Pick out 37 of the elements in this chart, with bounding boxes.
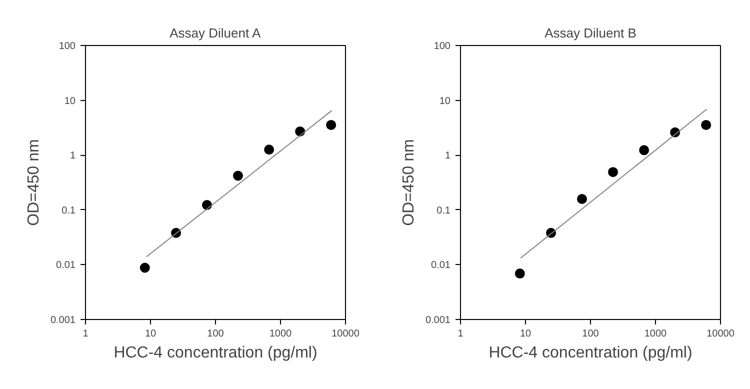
y-tick-label: 10 (439, 96, 451, 107)
point (577, 194, 587, 204)
point (233, 170, 244, 181)
point (140, 262, 150, 273)
y-tick-label: 0.01 (431, 260, 451, 272)
y-tick-label: 10 (64, 96, 76, 107)
chart-title: Assay Diluent A (170, 26, 261, 40)
x-tick-label: 10 (144, 328, 156, 340)
point (701, 120, 712, 130)
x-tick-label: 100 (582, 328, 600, 340)
x-axis-title: HCC-4 concentration (pg/ml) (488, 344, 692, 362)
y-tick-label: 1 (444, 150, 451, 162)
chart-title: Assay Diluent B (544, 26, 636, 40)
point (326, 120, 336, 130)
y-tick-label: 100 (58, 41, 76, 52)
y-axis-title: OD=450 nm (400, 139, 418, 226)
y-tick-label: 0.1 (62, 205, 76, 216)
x-axis-title: HCC-4 concentration (pg/ml) (114, 344, 318, 362)
y-tick-label: 0.1 (436, 205, 451, 216)
point (264, 144, 274, 155)
point (514, 268, 525, 279)
x-tick-label: 10000 (706, 328, 735, 340)
point (608, 167, 618, 178)
x-tick-label: 1 (82, 328, 89, 340)
y-tick-label: 1 (70, 150, 76, 162)
x-tick-label: 1000 (644, 328, 668, 340)
y-tick-label: 0.001 (425, 315, 451, 326)
x-tick-label: 1000 (269, 328, 292, 340)
x-tick-label: 10 (520, 328, 532, 340)
x-tick-label: 10000 (332, 328, 360, 340)
x-tick-label: 1 (458, 328, 464, 340)
y-axis-title: OD=450 nm (25, 139, 42, 226)
point (639, 145, 650, 156)
y-tick-label: 100 (434, 41, 451, 52)
y-tick-label: 0.01 (56, 260, 76, 272)
x-tick-label: 100 (207, 328, 224, 340)
y-tick-label: 0.001 (50, 315, 76, 326)
